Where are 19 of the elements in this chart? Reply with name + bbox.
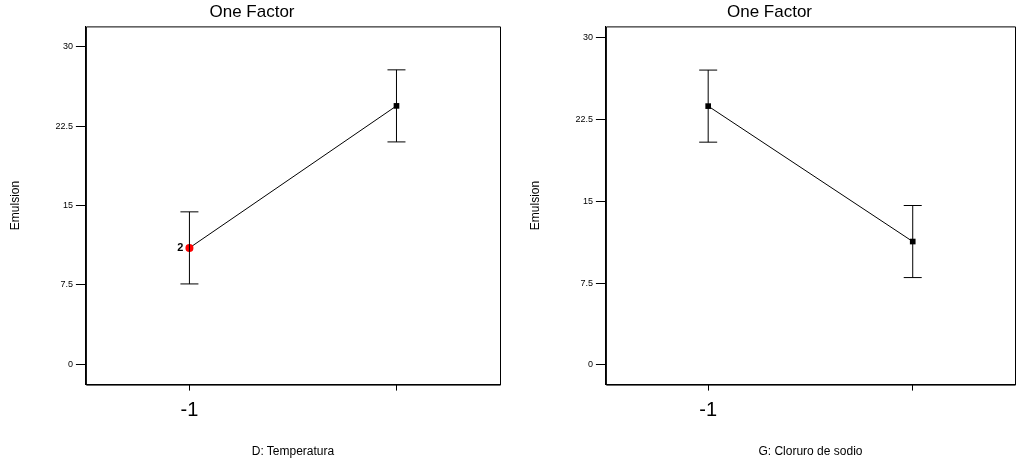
y-tick-label: 22.5 — [575, 113, 593, 124]
y-tick-label: 0 — [67, 358, 73, 369]
x-axis-title: G: Cloruro de sodio — [758, 444, 863, 459]
y-tick-label: 30 — [62, 41, 73, 52]
y-tick-label: 22.5 — [55, 120, 73, 131]
x-axis-title: D: Temperatura — [251, 444, 335, 459]
y-tick-label: 15 — [582, 195, 593, 206]
chart-title: One Factor — [209, 1, 295, 21]
y-axis-title: Emulsion — [527, 180, 542, 231]
annotation: 2 — [177, 240, 184, 253]
y-tick-label: 15 — [62, 199, 73, 210]
y-tick-label: 0 — [587, 359, 593, 370]
y-tick-label: 7.5 — [580, 277, 593, 288]
x-tick-label: -1 — [180, 398, 199, 421]
chart-title: One Factor — [726, 1, 813, 21]
x-tick-label: -1 — [699, 398, 718, 421]
y-tick-label: 30 — [582, 31, 593, 42]
y-axis-title: Emulsion — [7, 180, 22, 231]
y-tick-label: 7.5 — [60, 279, 73, 290]
